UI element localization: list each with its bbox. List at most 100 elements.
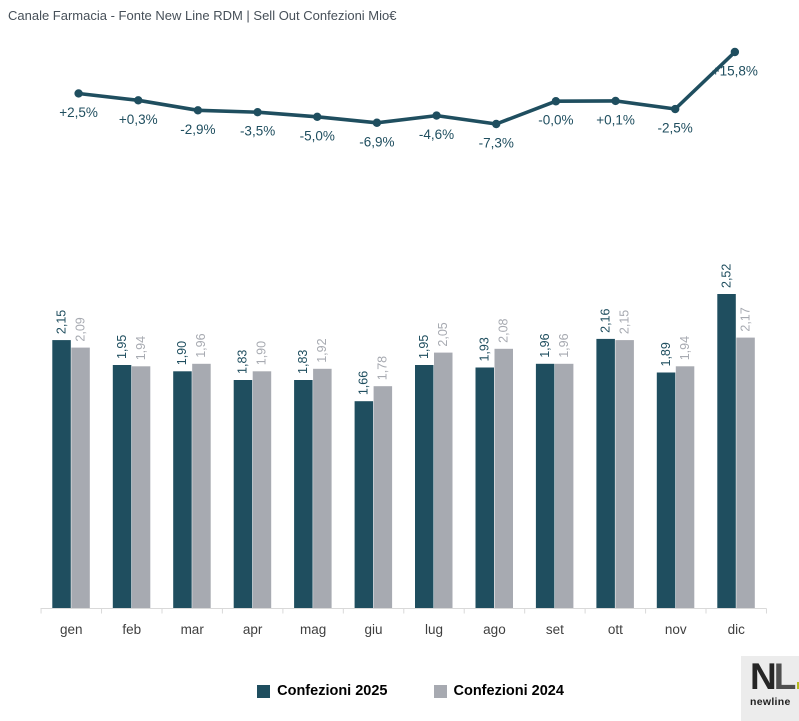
logo-subtext: newline: [750, 696, 791, 708]
bar-label-2025-giu: 1,66: [357, 371, 371, 395]
bar-label-2024-gen: 2,09: [73, 317, 87, 341]
bar-2025-lug: [415, 365, 434, 608]
bar-2025-apr: [233, 380, 253, 608]
trend-label-ago: -7,3%: [479, 136, 514, 151]
trend-label-dic: +15,8%: [712, 64, 758, 79]
bar-2024-set: [554, 363, 574, 608]
bar-label-2024-apr: 1,90: [255, 341, 269, 365]
trend-point-mag: [313, 112, 322, 122]
trend-label-mar: -2,9%: [180, 122, 215, 137]
logo-letter-l: L: [773, 656, 797, 697]
bar-label-2024-giu: 1,78: [376, 356, 390, 380]
bar-label-2024-set: 1,96: [557, 333, 571, 357]
bar-2024-ago: [494, 348, 513, 608]
bar-2024-giu: [373, 386, 393, 608]
bar-label-2024-nov: 1,94: [678, 336, 692, 360]
logo-letter-n: N: [750, 656, 777, 697]
bar-label-2025-feb: 1,95: [115, 335, 129, 359]
month-label-dic: dic: [728, 622, 746, 637]
bar-label-2025-dic: 2,52: [719, 264, 733, 288]
month-label-nov: nov: [665, 622, 687, 637]
legend-label-2024: Confezioni 2024: [453, 683, 564, 699]
legend-item-2024: Confezioni 2024: [433, 683, 564, 699]
month-label-lug: lug: [425, 622, 443, 637]
bar-2024-nov: [675, 366, 695, 608]
trend-point-giu: [372, 118, 382, 127]
trend-point-ago: [492, 119, 501, 129]
trend-label-feb: +0,3%: [119, 112, 158, 127]
month-label-feb: feb: [122, 622, 141, 637]
trend-point-gen: [74, 89, 83, 98]
bar-label-2024-ott: 2,15: [617, 310, 631, 334]
bar-2025-dic: [717, 294, 736, 608]
chart-title: Canale Farmacia - Fonte New Line RDM | S…: [8, 8, 397, 23]
bar-label-2024-mag: 1,92: [315, 338, 329, 362]
trend-point-nov: [671, 104, 680, 114]
bar-label-2025-lug: 1,95: [417, 335, 431, 359]
bar-label-2025-apr: 1,83: [236, 350, 250, 374]
month-label-ott: ott: [608, 622, 623, 637]
bar-label-2024-lug: 2,05: [436, 322, 450, 346]
bar-label-2025-mag: 1,83: [296, 350, 310, 374]
month-label-apr: apr: [243, 622, 263, 637]
bar-2025-gen: [52, 340, 71, 608]
trend-label-gen: +2,5%: [59, 105, 98, 120]
bar-2024-apr: [252, 371, 272, 608]
logo-letters: NL: [750, 658, 799, 695]
bar-label-2025-set: 1,96: [538, 333, 552, 357]
bar-label-2024-feb: 1,94: [134, 336, 148, 360]
bar-label-2025-nov: 1,89: [659, 342, 673, 366]
trend-point-set: [551, 97, 561, 106]
logo-dot-icon: [797, 682, 799, 689]
trend-label-lug: -4,6%: [419, 127, 454, 142]
bar-2024-lug: [434, 352, 453, 608]
month-label-set: set: [546, 622, 564, 637]
legend-swatch-2025-icon: [257, 684, 271, 698]
month-label-mag: mag: [300, 622, 326, 637]
bar-label-2024-ago: 2,08: [496, 318, 510, 342]
bar-2025-ago: [475, 367, 494, 608]
bar-2024-mar: [192, 363, 211, 608]
bar-2025-mag: [294, 380, 313, 608]
legend-item-2025: Confezioni 2025: [257, 683, 388, 699]
trend-point-feb: [134, 96, 143, 105]
bar-2025-nov: [656, 372, 676, 608]
bar-2025-giu: [354, 401, 374, 608]
trend-label-nov: -2,5%: [658, 121, 693, 136]
legend-label-2025: Confezioni 2025: [277, 683, 388, 699]
bar-2024-gen: [71, 347, 90, 608]
trend-label-giu: -6,9%: [359, 134, 394, 149]
newline-logo: NL newline: [741, 656, 799, 721]
month-label-ago: ago: [483, 622, 506, 637]
bar-2025-feb: [112, 365, 132, 608]
bar-label-2025-mar: 1,90: [175, 341, 189, 365]
bar-2024-dic: [736, 337, 755, 608]
bar-label-2024-mar: 1,96: [194, 333, 208, 357]
bar-label-2024-dic: 2,17: [738, 307, 752, 331]
trend-point-lug: [432, 111, 441, 120]
trend-point-mar: [193, 106, 203, 115]
bar-2025-set: [535, 363, 555, 608]
bar-2024-feb: [131, 366, 151, 608]
bar-2025-ott: [596, 338, 615, 608]
trend-point-dic: [730, 47, 740, 57]
bar-2025-mar: [173, 371, 192, 608]
trend-label-set: -0,0%: [538, 113, 573, 128]
bar-label-2025-gen: 2,15: [54, 310, 68, 334]
trend-label-mag: -5,0%: [300, 128, 335, 143]
legend-swatch-2024-icon: [433, 684, 447, 698]
trend-line: [76, 50, 737, 126]
trend-label-ott: +0,1%: [596, 112, 635, 127]
month-label-mar: mar: [181, 622, 205, 637]
bar-2024-mag: [313, 368, 332, 608]
month-label-giu: giu: [365, 622, 383, 637]
bar-2024-ott: [615, 340, 634, 608]
trend-label-apr: -3,5%: [240, 124, 275, 139]
trend-point-apr: [253, 107, 262, 117]
month-label-gen: gen: [60, 622, 83, 637]
bar-label-2025-ago: 1,93: [477, 337, 491, 361]
bar-label-2025-ott: 2,16: [598, 308, 612, 332]
legend: Confezioni 2025 Confezioni 2024: [0, 683, 799, 699]
